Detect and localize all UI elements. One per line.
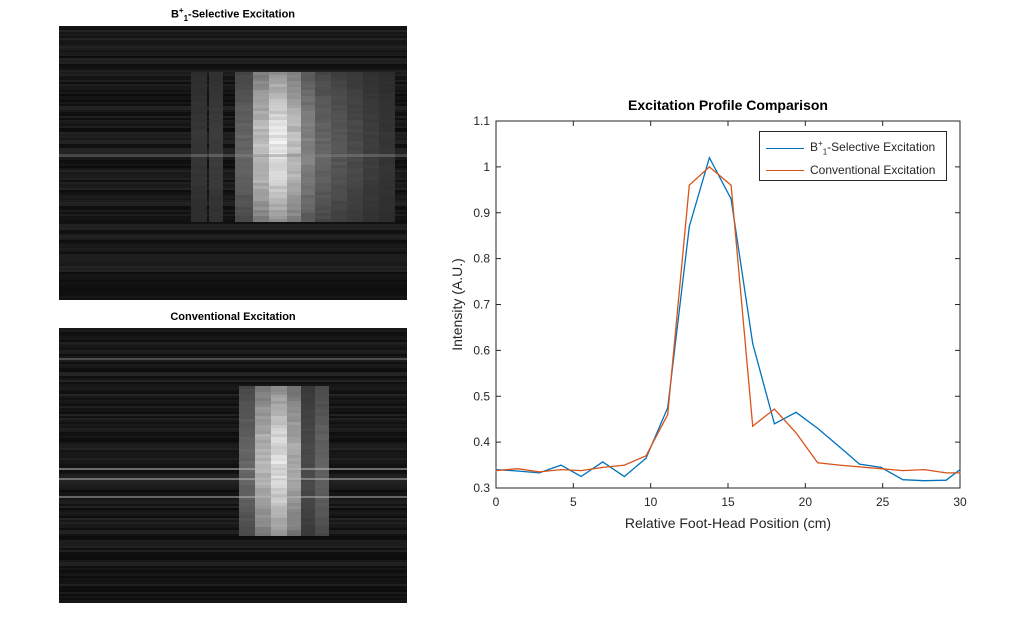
selective-data-point xyxy=(880,466,882,468)
x-axis-label: Relative Foot-Head Position (cm) xyxy=(625,515,831,531)
excitation-profile-chart: Excitation Profile Comparison 0 5 10 15 20 25 3… xyxy=(449,97,967,531)
y-tick-label: 1 xyxy=(483,160,490,174)
conventional-data-point xyxy=(902,469,904,472)
legend-swatch-selective xyxy=(766,147,804,149)
y-tick-label: 0.9 xyxy=(473,206,490,220)
conventional-data-point xyxy=(580,469,582,472)
selective-data-point xyxy=(602,461,604,463)
selective-data-point xyxy=(902,479,904,481)
chart-legend: B+1-Selective Excitation Conventional Ex… xyxy=(759,131,947,181)
selective-excitation-image xyxy=(59,26,407,300)
selective-data-point xyxy=(923,480,926,482)
conventional-data-point xyxy=(708,166,711,168)
conventional-data-point xyxy=(923,469,926,471)
legend-entry-selective: B+1-Selective Excitation xyxy=(766,139,935,157)
y-axis-label: Intensity (A.U.) xyxy=(449,258,465,351)
conventional-data-point xyxy=(773,408,775,410)
y-tick-label: 0.3 xyxy=(473,481,490,495)
conventional-data-point xyxy=(560,469,562,471)
x-tick-label: 10 xyxy=(644,495,658,509)
y-tick-label: 0.5 xyxy=(473,389,490,403)
conventional-data-point xyxy=(858,466,861,468)
selective-data-point xyxy=(838,446,840,448)
selective-data-point xyxy=(560,464,562,466)
x-tick-label: 0 xyxy=(493,495,500,509)
selective-image-title: B+1-Selective Excitation xyxy=(170,6,296,23)
legend-entry-conventional: Conventional Excitation xyxy=(766,162,935,178)
y-tick-label: 0.7 xyxy=(473,298,490,312)
selective-data-point xyxy=(959,469,961,471)
conventional-data-point xyxy=(688,184,690,186)
conventional-excitation-image xyxy=(59,328,407,603)
conventional-data-point xyxy=(817,462,819,464)
selective-data-point xyxy=(517,470,519,472)
selective-data-point xyxy=(773,423,775,425)
selective-data-point xyxy=(688,225,690,228)
conventional-data-point xyxy=(945,472,947,474)
chart-title: Excitation Profile Comparison xyxy=(628,97,828,113)
selective-data-point xyxy=(708,157,711,159)
conventional-data-point xyxy=(495,469,497,472)
legend-swatch-conventional xyxy=(766,169,804,171)
conventional-data-point xyxy=(795,432,797,434)
y-tick-label: 0.8 xyxy=(473,252,490,266)
conventional-data-point xyxy=(538,471,540,473)
x-tick-label: 20 xyxy=(799,495,813,509)
conventional-data-point xyxy=(880,468,882,470)
selective-data-point xyxy=(817,427,819,429)
conventional-data-point xyxy=(623,464,625,466)
y-tick-label: 0.6 xyxy=(473,343,490,357)
selective-data-point xyxy=(945,479,947,481)
selective-data-point xyxy=(580,475,582,478)
conventional-data-point xyxy=(517,468,519,470)
selective-data-point xyxy=(538,472,540,474)
conventional-data-point xyxy=(838,464,840,466)
y-tick-label: 0.4 xyxy=(473,435,490,449)
x-tick-label: 5 xyxy=(570,495,577,509)
conventional-data-point xyxy=(959,472,961,474)
conventional-data-point xyxy=(752,425,754,427)
conventional-data-point xyxy=(730,184,732,186)
selective-data-point xyxy=(752,342,754,345)
x-tick-label: 25 xyxy=(876,495,890,509)
y-tick-label: 1.1 xyxy=(473,114,490,128)
conventional-data-point xyxy=(667,414,669,416)
selective-data-point xyxy=(858,463,861,465)
conventional-image-title: Conventional Excitation xyxy=(170,311,296,323)
conventional-data-point xyxy=(602,466,604,468)
x-tick-label: 30 xyxy=(953,495,967,509)
selective-data-point xyxy=(645,457,647,459)
conventional-data-point xyxy=(645,455,647,457)
selective-data-point xyxy=(795,411,797,413)
x-tick-label: 15 xyxy=(721,495,735,509)
selective-data-point xyxy=(623,475,625,478)
selective-data-point xyxy=(730,198,732,200)
